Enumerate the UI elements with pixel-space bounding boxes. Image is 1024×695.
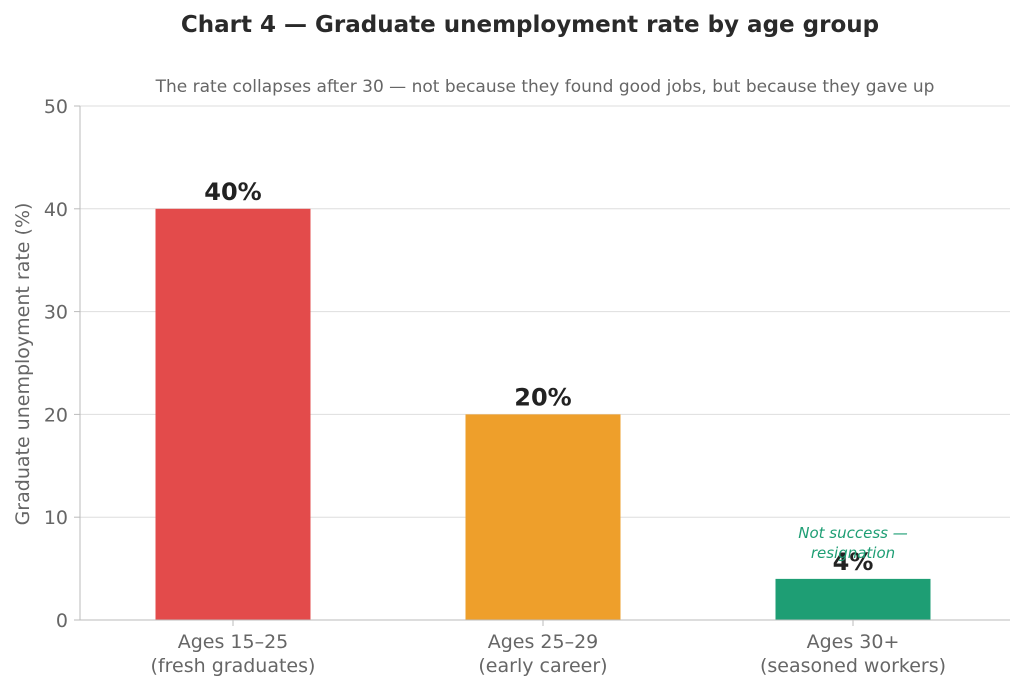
x-tick-label: Ages 25–29 [488, 631, 599, 653]
chart-subtitle: The rate collapses after 30 — not becaus… [155, 77, 935, 97]
chart-title: Chart 4 — Graduate unemployment rate by … [181, 12, 879, 38]
bar-value-label: 40% [204, 178, 261, 206]
bars [155, 208, 931, 621]
annotation: Not success — resignation [798, 524, 908, 562]
y-tick-label: 10 [44, 507, 68, 529]
bar-value-label: 20% [514, 383, 571, 411]
y-tick-label: 40 [44, 199, 68, 221]
x-tick-label: (fresh graduates) [151, 655, 316, 677]
x-tick-label: (early career) [478, 655, 607, 677]
bar [465, 414, 621, 620]
bar [155, 208, 311, 621]
y-axis-label: Graduate unemployment rate (%) [12, 203, 34, 526]
bar-value-label: 4% [833, 548, 874, 576]
annotation-text: Not success — [798, 524, 908, 542]
y-tick-label: 30 [44, 302, 68, 324]
axes [79, 106, 1010, 621]
ticks: 0 10 20 30 40 50 Ages 15–25(fresh graduates) Ag… [44, 96, 946, 677]
bar [775, 578, 931, 620]
x-tick-label: Ages 15–25 [178, 631, 289, 653]
y-tick-label: 0 [56, 610, 68, 632]
data-labels: 40% 20% 4% [204, 178, 873, 576]
y-tick-label: 50 [44, 96, 68, 118]
x-tick-label: Ages 30+ [807, 631, 900, 653]
annotation-text: resignation [811, 544, 895, 562]
y-tick-label: 20 [44, 404, 68, 426]
x-tick-label: (seasoned workers) [760, 655, 946, 677]
